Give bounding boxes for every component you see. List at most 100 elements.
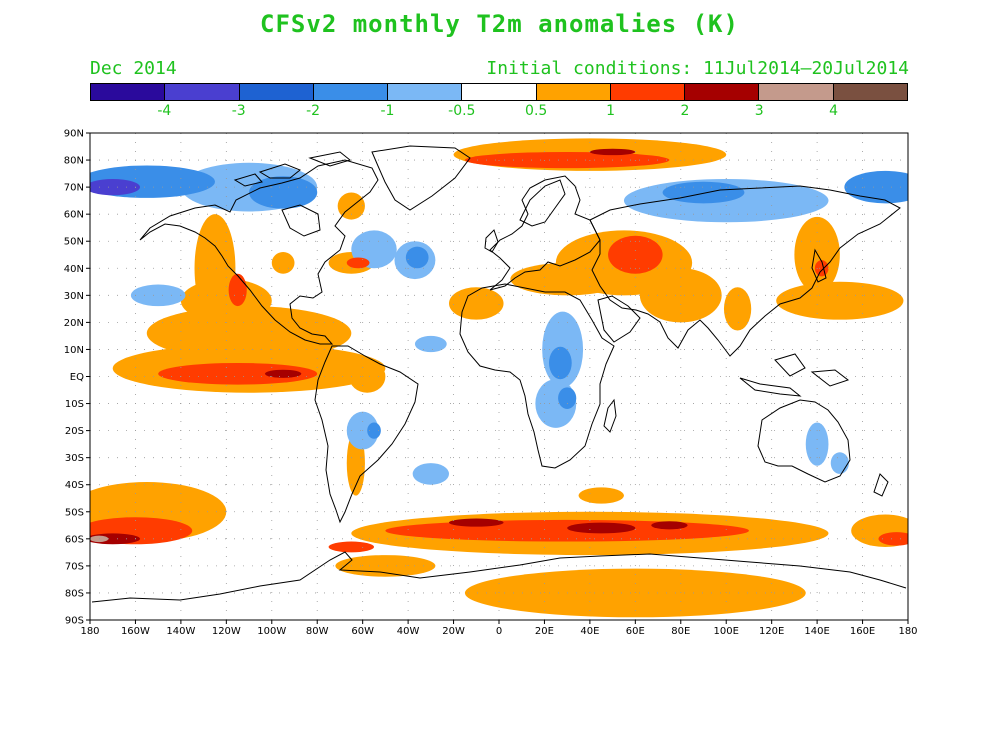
asia-coast: [589, 185, 901, 357]
colorbar-label: -3: [231, 103, 246, 119]
anomaly-region: [805, 422, 829, 466]
anomaly-region: [548, 346, 572, 380]
africa-coast: [459, 283, 615, 469]
anomaly-region: [194, 214, 236, 323]
colorbar: [90, 83, 908, 101]
anomaly-region: [228, 273, 247, 307]
colorbar-swatch: [239, 84, 314, 100]
colorbar-label: -1: [380, 103, 395, 119]
anomaly-region: [264, 369, 302, 378]
lat-label: 30S: [65, 453, 84, 464]
anomaly-region: [346, 257, 370, 269]
anomaly-region: [608, 235, 663, 274]
madagascar-coast: [603, 398, 617, 433]
lon-label: 60W: [351, 626, 374, 637]
lat-label: 50S: [65, 507, 84, 518]
anomaly-region: [414, 335, 447, 353]
canadian-islands: [233, 151, 352, 187]
colorbar-label: 3: [754, 103, 764, 119]
coastlines: [91, 145, 907, 603]
anomaly-region: [794, 216, 840, 293]
anomaly-region: [249, 176, 318, 209]
anomaly-region: [878, 532, 908, 546]
anomaly-region: [558, 387, 577, 409]
lon-label: 180: [898, 626, 917, 637]
lon-label: 40W: [397, 626, 420, 637]
lat-label: 90S: [65, 616, 84, 627]
lon-label: 100W: [257, 626, 286, 637]
lat-label: 60N: [64, 210, 84, 221]
arabia-coast: [597, 295, 641, 343]
colorbar-swatch: [313, 84, 389, 100]
lat-label: 20S: [65, 426, 84, 437]
anomaly-region: [130, 284, 186, 307]
hudson-bay-coast: [281, 204, 321, 237]
colorbar-swatch: [388, 84, 463, 100]
lat-label: 10N: [64, 345, 84, 356]
north-america-coast: [139, 159, 379, 345]
anomaly-region: [567, 522, 636, 534]
lat-label: 70N: [64, 183, 84, 194]
colorbar-label: -0.5: [448, 103, 476, 119]
anomaly-region: [412, 463, 450, 485]
colorbar-swatch: [610, 84, 686, 100]
australia-coast: [757, 399, 851, 483]
lat-label: 70S: [65, 561, 84, 572]
anomaly-region: [449, 518, 504, 527]
lon-label: 140W: [166, 626, 195, 637]
colorbar-swatch: [462, 84, 537, 100]
colorbar-swatch: [536, 84, 611, 100]
japan-coast: [811, 248, 827, 283]
lon-label: 80E: [671, 626, 690, 637]
anomaly-region: [385, 519, 749, 542]
anomaly-region: [578, 487, 624, 504]
britain-coast: [484, 229, 499, 253]
anomaly-fields: [90, 138, 908, 618]
lat-label: 30N: [64, 291, 84, 302]
anomaly-region: [510, 262, 624, 296]
anomaly-region: [271, 252, 295, 274]
map-title: CFSv2 monthly T2m anomalies (K): [260, 10, 739, 38]
colorbar-swatch: [685, 84, 760, 100]
colorbar-swatch: [759, 84, 834, 100]
lon-label: 0: [496, 626, 502, 637]
lat-label: 40N: [64, 264, 84, 275]
lon-label: 60E: [626, 626, 645, 637]
colorbar-label: -2: [306, 103, 321, 119]
lon-label: 180: [80, 626, 99, 637]
anomaly-region: [405, 246, 429, 269]
anomaly-region: [158, 362, 318, 385]
anomaly-region: [830, 452, 849, 474]
indonesia-coast: [739, 353, 850, 397]
anomaly-region: [449, 287, 504, 320]
colorbar-swatch: [91, 84, 166, 100]
lon-label: 120W: [212, 626, 241, 637]
lon-label: 120E: [759, 626, 784, 637]
lat-label: EQ: [70, 372, 84, 383]
anomaly-region: [367, 422, 381, 439]
europe-coast: [489, 175, 601, 291]
lon-label: 100E: [714, 626, 739, 637]
south-america-coast: [314, 345, 419, 524]
anomaly-region: [589, 148, 636, 156]
lat-label: 50N: [64, 237, 84, 248]
lat-label: 80S: [65, 588, 84, 599]
anomaly-region: [90, 178, 140, 196]
colorbar-swatch: [165, 84, 240, 100]
lat-label: 60S: [65, 534, 84, 545]
lon-label: 140E: [804, 626, 829, 637]
lon-label: 20E: [535, 626, 554, 637]
anomaly-region: [776, 281, 904, 320]
anomaly-region: [723, 287, 752, 331]
colorbar-label: 1: [606, 103, 615, 119]
lat-label: 80N: [64, 156, 84, 167]
gridlines: [90, 133, 908, 620]
anomaly-region: [844, 170, 908, 204]
new-zealand-coast: [873, 473, 889, 497]
antarctica-coast: [91, 551, 907, 603]
colorbar-label: 2: [680, 103, 690, 119]
initial-conditions: Initial conditions: 11Jul2014–20Jul2014: [486, 58, 909, 79]
lat-label: 20N: [64, 318, 84, 329]
anomaly-region: [662, 181, 745, 204]
